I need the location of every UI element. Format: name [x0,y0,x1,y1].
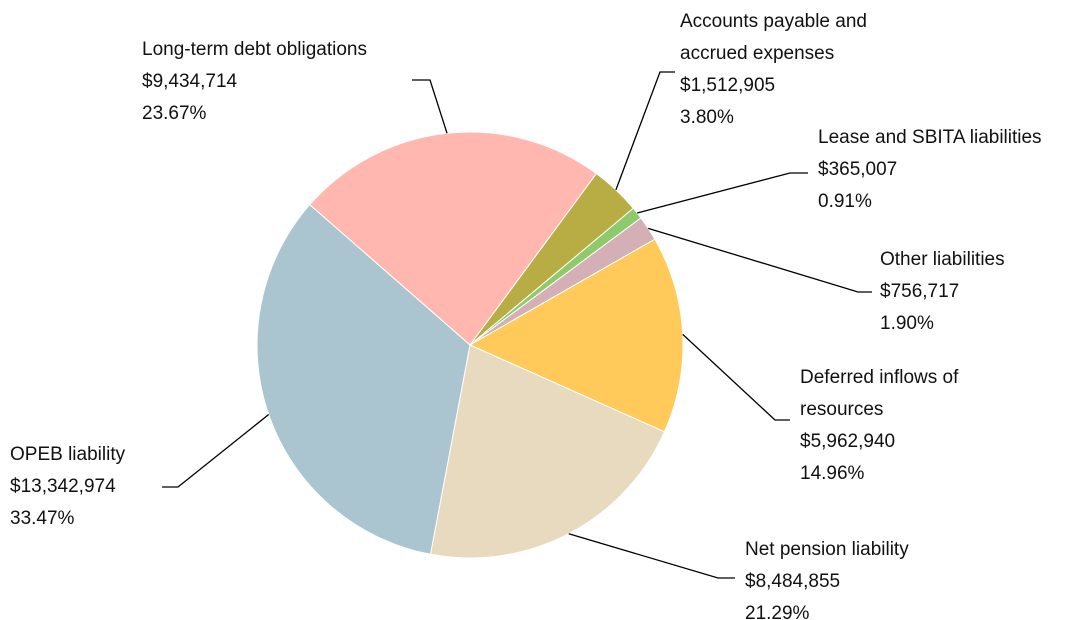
leader-line [162,414,270,488]
slice-name: Deferred inflows of resources [800,367,959,420]
leader-line [412,79,448,134]
leader-line [682,333,790,421]
pie-slice [468,238,684,433]
pie-slice [429,344,666,559]
leader-line [615,71,675,191]
slice-percent: 21.29% [745,603,810,620]
slice-percent: 14.96% [800,463,865,484]
slice-percent: 0.91% [818,191,872,212]
slice-name: Net pension liability [745,539,909,560]
slice-label: Long-term debt obligations $9,434,714 23.6… [142,34,462,130]
slice-label: Net pension liability $8,484,855 21.29% [745,534,1045,620]
slice-label: OPEB liability $13,342,974 33.47% [10,439,210,535]
slice-value: $756,717 [880,281,960,302]
slice-name: Other liabilities [880,249,1005,270]
slice-label: Deferred inflows of resources $5,962,940 1… [800,362,970,490]
slice-value: $9,434,714 [142,71,238,92]
slice-percent: 23.67% [142,103,207,124]
leader-line [637,172,808,214]
slice-label: Lease and SBITA liabilities $365,007 0.91% [818,122,1079,218]
slice-value: $365,007 [818,159,898,180]
slice-value: $5,962,940 [800,431,896,452]
slice-name: Lease and SBITA liabilities [818,127,1042,148]
pie-slice [309,131,598,346]
slice-label: Accounts payable and accrued expenses $1,… [680,6,910,134]
slice-label: Other liabilities $756,717 1.90% [880,244,1079,340]
slice-percent: 1.90% [880,313,934,334]
slice-name: Accounts payable and accrued expenses [680,11,867,64]
pie-slice [256,203,471,555]
slice-name: OPEB liability [10,444,126,465]
slice-value: $1,512,905 [680,75,776,96]
slice-name: Long-term debt obligations [142,39,367,60]
slice-percent: 3.80% [680,107,734,128]
slice-percent: 33.47% [10,508,75,529]
slice-value: $13,342,974 [10,476,116,497]
leader-line [648,227,872,293]
leader-line [568,533,735,579]
slice-value: $8,484,855 [745,571,841,592]
